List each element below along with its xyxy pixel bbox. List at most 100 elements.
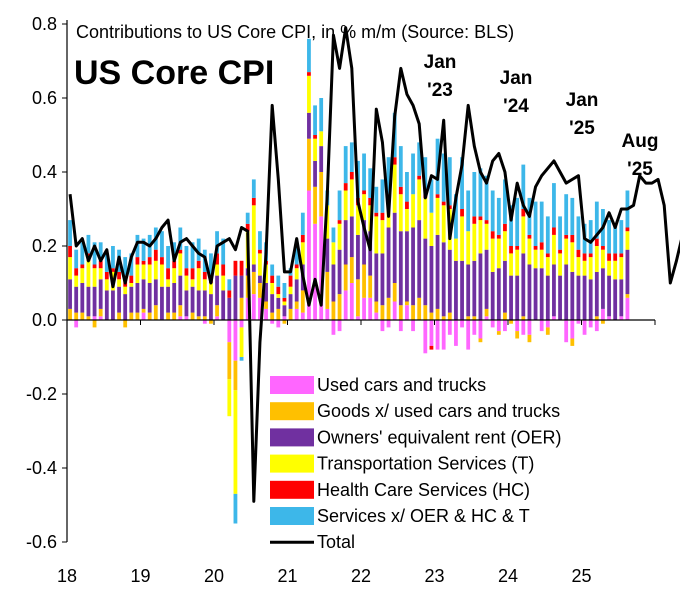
bar-segment <box>325 238 330 272</box>
bar-segment <box>441 201 446 206</box>
bar-segment <box>258 253 262 276</box>
bar-segment <box>441 242 446 317</box>
bar-segment <box>184 268 189 276</box>
legend-swatch <box>270 428 314 447</box>
bar-segment <box>104 279 109 291</box>
bar-segment <box>386 320 391 328</box>
bar-segment <box>515 197 520 246</box>
bar-segment <box>362 194 366 221</box>
bar-segment <box>374 312 379 320</box>
bar-segment <box>478 216 483 221</box>
bar-segment <box>294 301 299 309</box>
bar-segment <box>300 290 305 313</box>
bar-segment <box>178 316 183 320</box>
bar-segment <box>552 227 556 235</box>
bar-segment <box>166 268 170 280</box>
bar-segment <box>509 275 513 320</box>
bar-segment <box>227 297 232 320</box>
bar-segment <box>447 320 452 335</box>
x-axis-ticks: 18 19 20 21 22 23 24 25 <box>57 320 656 586</box>
annotation-line1: Aug <box>622 131 659 152</box>
bar-segment <box>527 334 532 343</box>
bar-segment <box>92 286 97 317</box>
bar-segment <box>294 308 299 320</box>
bar-segment <box>435 197 440 235</box>
bar-segment <box>331 320 336 335</box>
legend-label: Services x/ OER & HC & T <box>317 506 530 526</box>
bar-segment <box>490 231 495 239</box>
bar-segment <box>307 38 311 73</box>
bar-segment <box>398 305 403 320</box>
bar-segment <box>454 238 458 261</box>
bar-segment <box>533 201 538 246</box>
bar-segment <box>619 253 624 258</box>
bar-segment <box>374 212 379 217</box>
bar-segment <box>613 260 618 280</box>
x-tick-label: 20 <box>204 566 224 586</box>
bar-segment <box>80 312 85 320</box>
bar-segment <box>190 242 195 269</box>
bar-segment <box>374 301 379 313</box>
bar-segment <box>343 146 348 184</box>
bar-segment <box>343 190 348 221</box>
bar-segment <box>447 312 452 320</box>
bar-segment <box>527 234 532 239</box>
bar-segment <box>392 212 397 283</box>
bar-segment <box>570 271 575 320</box>
bar-segment <box>509 246 513 254</box>
bar-segment <box>478 338 483 343</box>
bar-segment <box>264 301 268 309</box>
bar-segment <box>68 257 72 280</box>
bar-segment <box>307 190 311 320</box>
bar-segment <box>374 186 379 213</box>
bar-segment <box>545 275 550 320</box>
bar-segment <box>398 146 403 187</box>
bar-segment <box>368 168 373 198</box>
bar-segment <box>209 294 213 320</box>
bar-segment <box>172 312 177 320</box>
bar-segment <box>496 234 501 239</box>
bar-segment <box>625 231 630 250</box>
bar-segment <box>594 271 599 317</box>
bar-segment <box>68 308 72 320</box>
bar-segment <box>104 253 109 272</box>
bar-segment <box>190 312 195 320</box>
bar-segment <box>319 146 324 172</box>
bar-segment <box>460 157 464 209</box>
bar-segment <box>313 135 317 139</box>
bar-segment <box>98 242 103 261</box>
bar-segment <box>503 179 507 224</box>
bar-segment <box>98 308 103 317</box>
bar-segment <box>92 316 97 320</box>
bar-segment <box>117 279 121 287</box>
bar-segment <box>147 257 152 265</box>
bar-segment <box>129 283 134 287</box>
bar-segment <box>319 172 324 217</box>
x-tick-label: 21 <box>277 566 297 586</box>
bar-segment <box>411 320 415 332</box>
bar-segment <box>221 275 226 291</box>
bar-segment <box>545 257 550 276</box>
bar-segment <box>392 157 397 165</box>
annotation-line2: '25 <box>569 118 595 139</box>
bar-segment <box>411 305 415 320</box>
bar-segment <box>233 390 238 494</box>
bar-segment <box>558 249 562 254</box>
bar-segment <box>472 172 477 217</box>
bar-segment <box>558 216 562 250</box>
legend-label: Transportation Services (T) <box>317 454 534 474</box>
bar-segment <box>141 238 146 261</box>
bar-segment <box>362 220 366 265</box>
y-tick-label: 0.8 <box>32 14 57 34</box>
bar-segment <box>460 320 464 328</box>
bar-segment <box>503 260 507 313</box>
bar-segment <box>251 264 256 272</box>
bar-segment <box>337 223 342 250</box>
bar-segment <box>258 283 262 298</box>
bar-segment <box>601 246 605 250</box>
bar-segment <box>466 231 471 265</box>
bar-segment <box>386 297 391 320</box>
bar-segment <box>209 253 213 276</box>
bar-segment <box>594 238 599 246</box>
bar-segment <box>398 186 403 195</box>
